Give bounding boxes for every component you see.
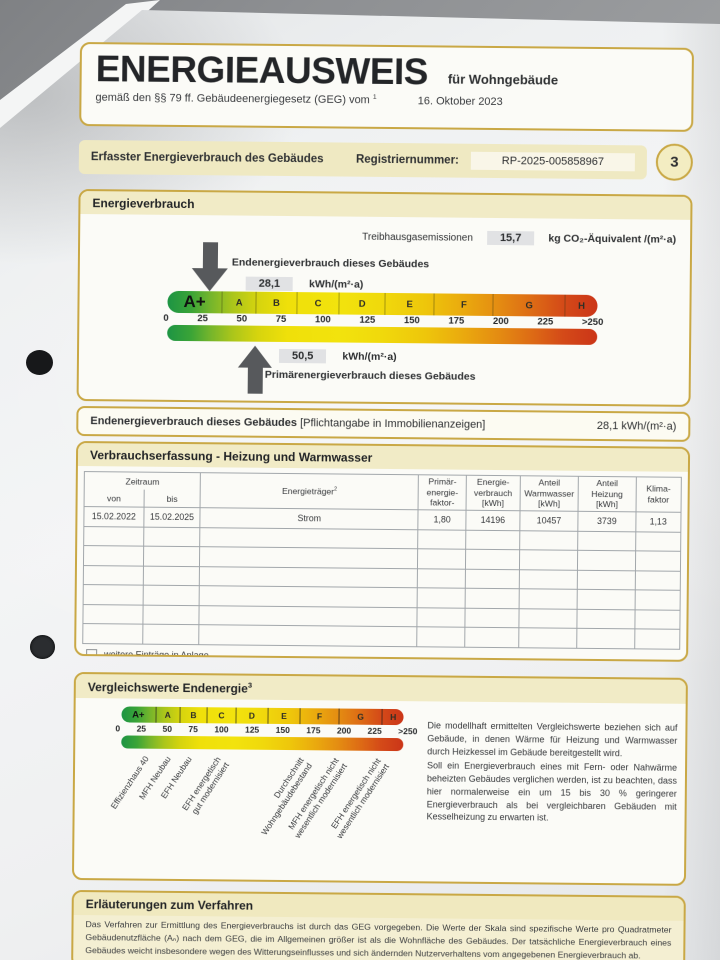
registry-row: Erfasster Energieverbrauch des Gebäudes … [78, 138, 694, 181]
primary-energy-gradient-bar [167, 324, 598, 345]
primary-energy-value: 50,5 [278, 348, 327, 364]
cell-heizung: 3739 [578, 511, 636, 532]
method-explanation-text: Das Verfahren zur Ermittlung des Energie… [85, 919, 672, 960]
scale-segment-d: D [338, 292, 385, 315]
end-energy-value-row: 28,1 kWh/(m²·a) [245, 276, 364, 292]
col-header-energietraeger: Energieträger2 [200, 472, 419, 510]
mandatory-label: Endenergieverbrauch dieses Gebäudes [90, 415, 298, 430]
arrow-shaft [202, 242, 218, 269]
scale-segment-f: F [433, 293, 494, 316]
mandatory-disclosure-bar: Endenergieverbrauch dieses Gebäudes [Pfl… [76, 405, 691, 442]
scale-segment-g: G [492, 293, 565, 317]
end-energy-value: 28,1 [245, 276, 294, 292]
primary-energy-unit: kWh/(m²·a) [342, 350, 397, 364]
tick: 25 [197, 313, 208, 325]
col-header-zeitraum: Zeitraum [84, 471, 201, 491]
section-bar: Erfasster Energieverbrauch des Gebäudes … [78, 139, 648, 179]
page-title: ENERGIEAUSWEIS [95, 48, 429, 93]
header-box: ENERGIEAUSWEIS für Wohngebäude gemäß den… [79, 42, 694, 132]
mandatory-note: [Pflichtangabe in Immobilienanzeigen] [299, 417, 486, 431]
method-explanation-box: Erläuterungen zum Verfahren Das Verfahre… [71, 889, 686, 960]
energy-section-title: Energieverbrauch [80, 191, 691, 220]
scale-segment-b: B [255, 291, 297, 315]
comparison-explanation-text: Die modellhaft ermittelten Vergleichswer… [427, 719, 678, 826]
col-header-von: von [84, 489, 144, 508]
consumption-table: Zeitraum Energieträger2 Primär- energie-… [82, 471, 682, 649]
cell-verbrauch: 14196 [465, 510, 520, 531]
scale-segment-c: C [296, 292, 340, 315]
hole-punch-bottom [30, 635, 55, 659]
comparison-box: Vergleichswerte Endenergie3 A+ A B C D E… [71, 671, 688, 886]
hole-punch-top [26, 350, 53, 375]
registration-number-label: Registriernummer: [355, 153, 459, 167]
arrow-head [191, 268, 228, 292]
tick: 175 [448, 315, 465, 327]
cell-bis: 15.02.2025 [143, 507, 201, 528]
arrow-head [237, 345, 273, 368]
cell-warmwasser: 10457 [519, 510, 579, 532]
section-label: Erfasster Energieverbrauch des Gebäudes [90, 150, 324, 165]
cell-von: 15.02.2022 [83, 506, 144, 527]
col-header-energieverbrauch: Energie- verbrauch [kWh] [466, 475, 521, 511]
col-header-klimafaktor: Klima- faktor [635, 476, 682, 513]
scale-segment-a-plus: A+ [183, 292, 206, 312]
registration-number-value: RP-2025-005858967 [470, 151, 635, 171]
more-entries-checkbox [86, 648, 98, 660]
consumption-section-title: Verbrauchserfassung - Heizung und Warmwa… [77, 443, 689, 472]
tick: 0 [163, 312, 169, 324]
col-header-energietraeger-text: Energieträger [281, 486, 335, 497]
tick: 225 [537, 316, 554, 328]
end-energy-label: Endenergieverbrauch dieses Gebäudes [231, 256, 430, 271]
law-date: 16. Oktober 2023 [417, 94, 503, 108]
scale-segment-e: E [384, 292, 434, 316]
comparison-reference-labels: Effizienzhaus 40 MFH Neubau EFH Neubau E… [74, 674, 426, 885]
scale-segment-a: A [221, 291, 256, 314]
energy-consumption-box: Energieverbrauch Treibhausgasemissionen … [76, 188, 693, 407]
cell-pef: 1,80 [418, 509, 467, 530]
cell-energietraeger: Strom [200, 507, 419, 530]
more-entries-row: weitere Einträge in Anlage [86, 648, 676, 662]
ghg-unit: kg CO₂-Äquivalent /(m²·a) [548, 232, 677, 246]
primary-energy-label: Primärenergieverbrauch dieses Gebäudes [264, 368, 476, 383]
tick: >250 [581, 316, 604, 329]
tick: 150 [403, 315, 420, 327]
ghg-label: Treibhausgasemissionen [362, 231, 474, 244]
cell-klima: 1,13 [635, 512, 682, 532]
mandatory-label-group: Endenergieverbrauch dieses Gebäudes [Pfl… [90, 415, 485, 431]
mandatory-value: 28,1 kWh/(m²·a) [596, 419, 677, 433]
ghg-emissions-row: Treibhausgasemissionen 15,7 kg CO₂-Äquiv… [362, 230, 676, 247]
arrow-shaft [247, 367, 263, 394]
law-footnote-marker: 1 [372, 93, 377, 101]
col-header-bis: bis [143, 489, 201, 508]
col-header-anteil-heizung: Anteil Heizung [kWh] [578, 476, 636, 513]
tick: 200 [492, 315, 509, 328]
title-subtype: für Wohngebäude [447, 71, 559, 88]
energietraeger-footnote-marker: 2 [334, 486, 338, 493]
tick: 75 [275, 313, 287, 325]
end-energy-arrow-icon [191, 242, 228, 292]
page-number-badge: 3 [655, 143, 694, 181]
tick: 100 [314, 314, 331, 326]
tick: 125 [359, 314, 376, 326]
ghg-value: 15,7 [486, 230, 535, 246]
col-header-anteil-warmwasser: Anteil Warmwasser [kWh] [519, 475, 579, 512]
scale-segment-h: H [564, 294, 598, 317]
comparison-paragraph-2: Soll ein Energieverbrauch eines mit Fern… [426, 760, 678, 823]
consumption-table-box: Verbrauchserfassung - Heizung und Warmwa… [74, 440, 691, 662]
col-header-primaerenergiefaktor: Primär- energie- faktor- [418, 474, 467, 511]
end-energy-unit: kWh/(m²·a) [309, 278, 364, 291]
more-entries-label: weitere Einträge in Anlage [104, 649, 209, 661]
law-text: gemäß den §§ 79 ff. Gebäudeenergiegesetz… [95, 91, 370, 107]
certificate-content: ENERGIEAUSWEIS für Wohngebäude gemäß den… [71, 42, 694, 960]
comparison-paragraph-1: Die modellhaft ermittelten Vergleichswer… [427, 720, 678, 758]
tick: 50 [236, 313, 248, 325]
primary-energy-value-row: 50,5 kWh/(m²·a) [278, 348, 397, 364]
